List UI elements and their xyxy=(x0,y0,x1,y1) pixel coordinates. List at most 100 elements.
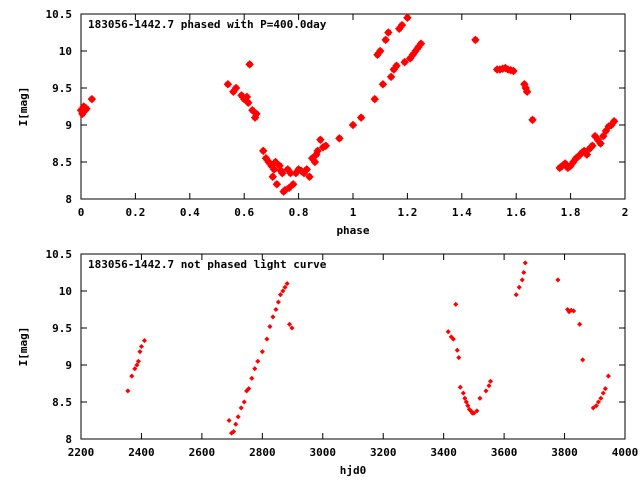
unphased-data-point xyxy=(521,269,527,276)
unphased-data-point xyxy=(513,292,519,298)
phased-data-point-core xyxy=(271,166,277,172)
phased-data-point-core xyxy=(570,159,576,165)
phased-data-point-core xyxy=(568,163,574,169)
phased-data-point-core xyxy=(282,187,288,193)
phased-data-point-core xyxy=(611,118,617,124)
phased-data-point-core xyxy=(377,48,383,54)
phased-data-point-core xyxy=(298,168,304,174)
phased-data-point-core xyxy=(253,111,259,117)
unphased-data-point xyxy=(487,378,494,384)
unphased-data-point xyxy=(519,277,525,283)
phased-data-point-core xyxy=(472,37,478,43)
phased-data-point-core xyxy=(81,104,87,109)
phased-x-tick-label: 1.4 xyxy=(452,206,472,219)
phased-x-axis-label: phase xyxy=(336,224,369,237)
phased-data-point-core xyxy=(277,163,283,169)
phased-data-point-core xyxy=(418,41,424,47)
unphased-data-point xyxy=(600,390,606,396)
unphased-data-point xyxy=(138,343,144,350)
phased-data-point-core xyxy=(557,165,563,171)
unphased-data-point xyxy=(267,323,273,330)
phased-data-point-core xyxy=(263,155,269,161)
unphased-data-point xyxy=(483,388,489,394)
phased-data-point-core xyxy=(350,122,356,128)
phased-data-point-core xyxy=(608,122,614,128)
phased-data-point-core xyxy=(83,106,89,112)
unphased-y-tick-label: 9 xyxy=(65,359,72,372)
phased-data-point-core xyxy=(249,107,255,113)
phased-data-point-core xyxy=(415,44,421,50)
unphased-data-point xyxy=(135,358,141,364)
phased-data-point-core xyxy=(399,22,405,28)
phased-data-point-core xyxy=(247,61,253,67)
phased-data-point-core xyxy=(394,63,400,69)
unphased-data-point xyxy=(277,292,284,298)
phased-data-point-core xyxy=(598,141,604,146)
phased-data-point-core xyxy=(388,74,394,80)
phased-data-point-core xyxy=(274,181,280,187)
unphased-x-tick-label: 3800 xyxy=(551,446,578,459)
unphased-data-point xyxy=(471,410,477,416)
phased-y-tick-label: 9 xyxy=(65,119,72,132)
phased-data-point-core xyxy=(270,174,276,180)
phased-data-point-core xyxy=(404,15,410,21)
phased-x-tick-label: 0 xyxy=(78,206,85,219)
phased-data-point-core xyxy=(573,155,579,161)
phased-data-point-core xyxy=(391,67,397,72)
phased-y-tick-label: 10.5 xyxy=(46,8,73,21)
phased-data-point-core xyxy=(581,148,587,154)
phased-data-point-core xyxy=(315,148,321,154)
unphased-x-tick-label: 4000 xyxy=(612,446,639,459)
unphased-x-tick-label: 3600 xyxy=(491,446,518,459)
phased-data-point-core xyxy=(576,153,582,159)
phased-x-tick-label: 1.8 xyxy=(561,206,581,219)
unphased-y-axis-label: I[mag] xyxy=(17,327,30,367)
phased-data-point-core xyxy=(225,81,231,87)
phased-data-point-core xyxy=(521,81,527,87)
unphased-x-tick-label: 3200 xyxy=(370,446,397,459)
phased-data-point-core xyxy=(396,26,402,32)
unphased-y-tick-label: 10 xyxy=(59,285,72,298)
phased-data-point-core xyxy=(290,181,296,187)
unphased-data-point xyxy=(453,301,459,307)
unphased-data-point xyxy=(522,260,528,266)
unphased-data-point xyxy=(249,375,255,381)
phased-y-axis-label: I[mag] xyxy=(17,87,30,127)
phased-data-point-core xyxy=(603,128,609,134)
phased-data-point-core xyxy=(317,137,323,143)
unphased-data-point xyxy=(125,388,131,394)
unphased-x-tick-label: 2600 xyxy=(189,446,216,459)
unphased-data-point xyxy=(463,399,469,405)
unphased-x-axis-label: hjd0 xyxy=(340,464,367,477)
unphased-data-point xyxy=(255,358,261,364)
unphased-data-point xyxy=(460,390,466,396)
unphased-chart-title: 183056-1442.7 not phased light curve xyxy=(88,258,327,271)
unphased-data-point xyxy=(456,355,462,361)
phased-x-tick-label: 0.8 xyxy=(289,206,309,219)
unphased-data-point xyxy=(132,366,138,372)
phased-data-point-core xyxy=(306,174,312,180)
phased-data-point-core xyxy=(252,115,258,121)
unphased-data-point xyxy=(275,299,281,305)
phased-data-point-core xyxy=(595,137,601,143)
phased-y-tick-label: 8 xyxy=(65,193,72,206)
unphased-data-point xyxy=(259,349,265,355)
unphased-data-point xyxy=(477,395,483,401)
unphased-plot: 2200 2400 2600 2800 3000 3200 3400 3600 3800 4000… xyxy=(17,248,638,477)
unphased-data-point xyxy=(235,414,241,420)
phased-x-tick-label: 2 xyxy=(622,206,629,219)
unphased-data-point xyxy=(577,321,583,327)
phased-data-point-core xyxy=(584,152,590,158)
phased-data-point-core xyxy=(245,100,251,106)
unphased-data-point xyxy=(486,383,492,389)
unphased-data-point xyxy=(450,336,456,342)
unphased-y-tick-label: 10.5 xyxy=(46,248,73,261)
phased-data-point-core xyxy=(238,92,244,98)
phased-data-point-core xyxy=(293,170,299,176)
unphased-data-point xyxy=(264,336,270,342)
phased-x-tick-label: 0.2 xyxy=(125,206,145,219)
phased-data-point-core xyxy=(559,163,565,169)
phased-data-point-core xyxy=(410,52,416,58)
phased-data-point-core xyxy=(279,170,285,176)
phased-x-tick-label: 0.6 xyxy=(234,206,254,219)
